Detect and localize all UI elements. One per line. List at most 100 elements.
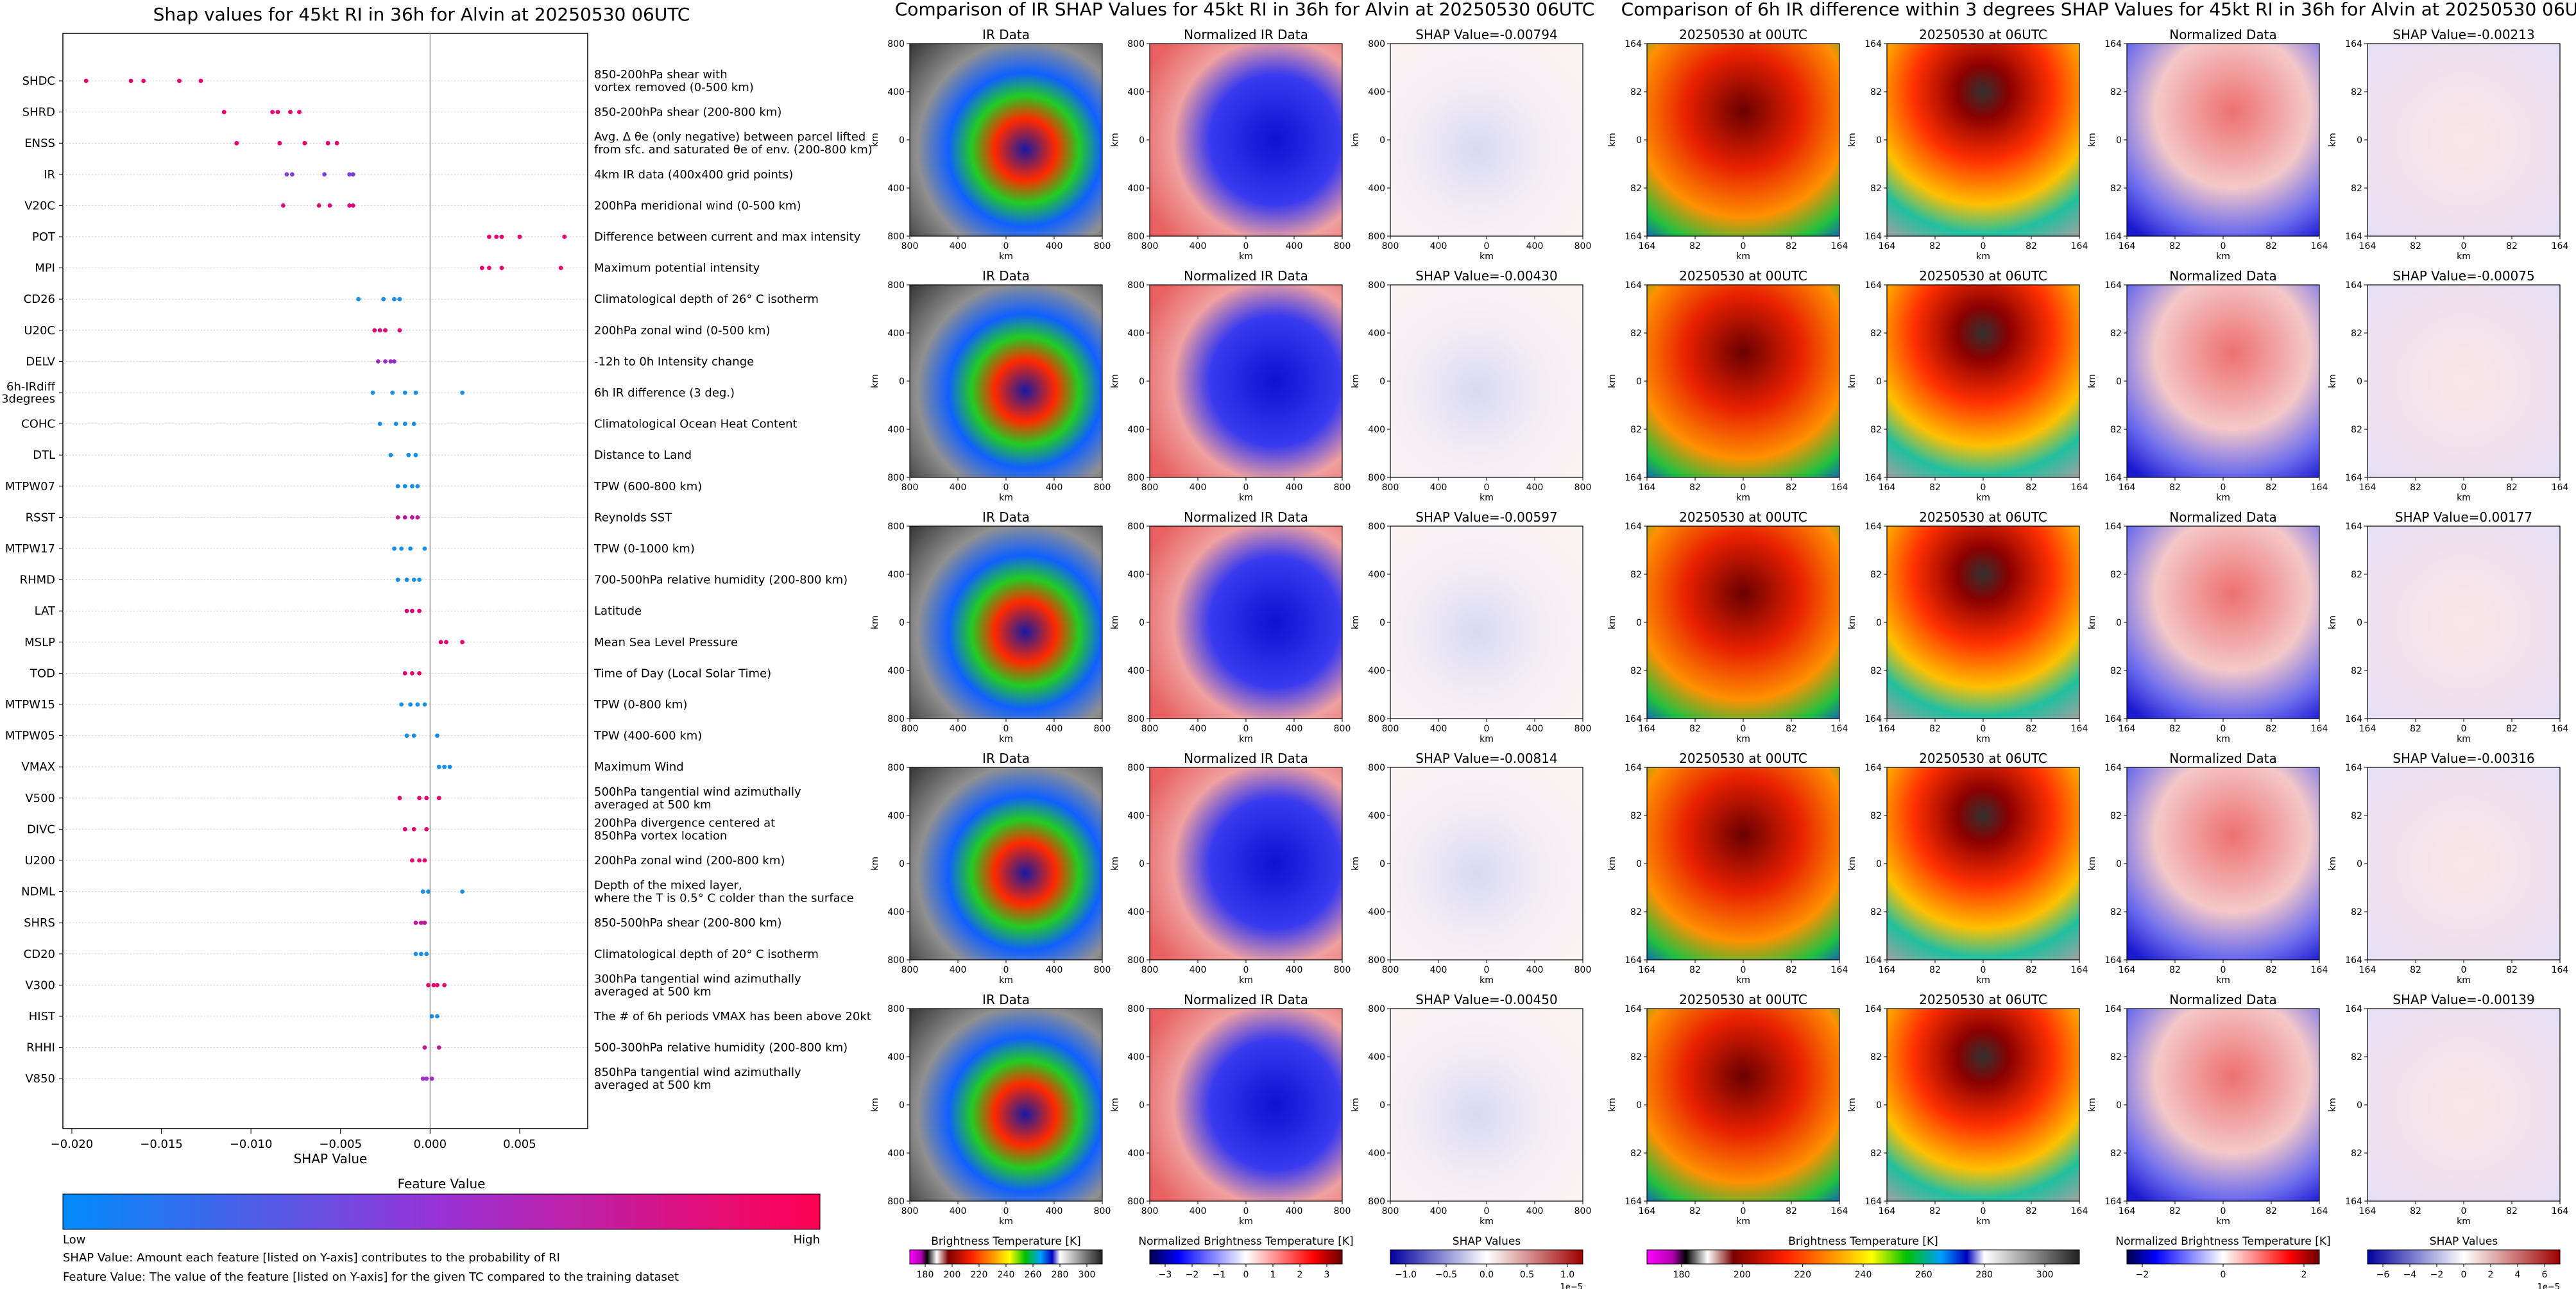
diff-bt-colorbar: [1646, 1249, 2080, 1265]
y-tick-label: 400: [1368, 87, 1385, 98]
y-axis-unit: km: [870, 374, 880, 388]
y-tick-label: 800: [887, 522, 905, 532]
shap-point: [370, 390, 375, 395]
x-tick-label: 82: [2506, 241, 2518, 252]
x-tick-label: 0: [1981, 241, 1986, 252]
cbar-tick-label: 260: [1025, 1270, 1042, 1280]
x-tick-label: 400: [1526, 965, 1544, 975]
shap-point: [316, 203, 321, 208]
x-tick-label: 82: [2410, 724, 2421, 734]
shap-point: [442, 983, 447, 987]
y-tick-label: 400: [1127, 329, 1145, 339]
shap-point: [177, 78, 182, 83]
y-tick-label: 0: [2116, 1100, 2122, 1111]
y-tick-label: 0: [899, 1100, 905, 1111]
x-tick-label: 800: [1141, 482, 1159, 493]
y-tick-label: 164: [2345, 763, 2362, 773]
shap-point: [404, 733, 409, 738]
x-tick-label: 164: [1639, 241, 1656, 252]
x-tick-label: 800: [901, 1206, 919, 1216]
x-axis-unit: km: [1736, 493, 1750, 503]
feature-label: HIST: [29, 1010, 56, 1023]
cbar-tick-label: −0.5: [1435, 1270, 1457, 1280]
shap-point: [431, 983, 436, 987]
shap-point: [418, 952, 423, 957]
shap-point: [234, 141, 239, 146]
y-tick-label: 164: [1625, 1004, 1642, 1014]
shap-point: [487, 234, 491, 239]
ir-data-panel-title: IR Data: [982, 27, 1030, 42]
x-tick-label: 164: [2311, 1206, 2328, 1216]
x-tick-label: 400: [1430, 482, 1447, 493]
y-tick-label: 82: [2110, 907, 2122, 918]
shap-point: [383, 328, 388, 333]
shap-point: [417, 577, 422, 582]
y-tick-label: 164: [2345, 714, 2362, 724]
ir-bt-colorbar: [909, 1249, 1103, 1265]
y-tick-label: 82: [1870, 425, 1882, 435]
y-tick-label: 82: [2351, 1052, 2362, 1063]
feature-description: 500-300hPa relative humidity (200-800 km…: [594, 1041, 848, 1055]
feature-label: CD26: [24, 293, 55, 306]
y-tick-label: 164: [1864, 1197, 1882, 1207]
x-axis-unit: km: [1736, 734, 1750, 744]
shap-point: [392, 359, 397, 364]
shap-summary-title: Shap values for 45kt RI in 36h for Alvin…: [153, 4, 690, 25]
x-tick-label: 164: [1831, 724, 1848, 734]
y-tick-label: 164: [2104, 280, 2122, 291]
cbar-tick-label: 0: [2221, 1270, 2226, 1280]
shap-point: [402, 390, 407, 395]
shap-point: [460, 390, 465, 395]
y-axis-unit: km: [1110, 1098, 1120, 1112]
x-tick-label: 400: [1430, 1206, 1447, 1216]
y-tick-label: 82: [1870, 1148, 1882, 1159]
y-tick-label: 0: [1876, 377, 1882, 387]
x-axis-unit: km: [1976, 493, 1990, 503]
feature-label: 6h-IRdiff 3degrees: [1, 380, 56, 406]
y-tick-label: 0: [2116, 377, 2122, 387]
x-tick-label: 0.005: [503, 1138, 536, 1151]
ir-shap-panel: [1390, 525, 1583, 719]
y-tick-label: 0: [1876, 859, 1882, 869]
y-tick-label: 0: [1876, 618, 1882, 628]
y-tick-label: 164: [2104, 39, 2122, 49]
x-axis-unit: km: [1976, 1216, 1990, 1227]
x-tick-label: 0: [2221, 241, 2226, 252]
x-tick-label: 0: [1741, 482, 1746, 493]
y-tick-label: 82: [2351, 184, 2362, 194]
shap-point: [347, 203, 352, 208]
y-tick-label: 82: [2351, 907, 2362, 918]
diff-00utc-panel-title: 20250530 at 00UTC: [1679, 268, 1807, 284]
x-axis-unit: km: [2216, 975, 2230, 986]
shap-point: [429, 1014, 434, 1019]
diff-06utc-panel: [1886, 43, 2080, 237]
shap-point: [372, 328, 377, 333]
cbar-tick-label: 220: [1794, 1270, 1811, 1280]
y-tick-label: 164: [2104, 763, 2122, 773]
y-axis-unit: km: [870, 1098, 880, 1112]
cbar-tick-label: −2: [2430, 1270, 2444, 1280]
feature-description: 850-500hPa shear (200-800 km): [594, 916, 781, 930]
x-tick-label: 164: [2311, 241, 2328, 252]
y-tick-label: 400: [887, 570, 905, 580]
shap-point: [438, 640, 443, 645]
y-tick-label: 800: [887, 714, 905, 724]
x-tick-label: 800: [1334, 724, 1351, 734]
x-tick-label: 400: [950, 482, 967, 493]
cbar-tick-label: 1.0: [1560, 1270, 1574, 1280]
feature-label: COHC: [21, 418, 55, 431]
y-tick-label: 400: [887, 1052, 905, 1063]
x-tick-label: 800: [1094, 965, 1111, 975]
shap-point: [395, 577, 400, 582]
y-tick-label: 400: [1368, 1148, 1385, 1159]
x-axis-unit: km: [1239, 493, 1253, 503]
diff-shap-panel: [2367, 525, 2561, 719]
x-tick-label: 0: [1243, 241, 1249, 252]
cbar-exponent: 1e−5: [2538, 1283, 2560, 1289]
shap-point: [397, 796, 402, 801]
ir-shap-panel: [1390, 284, 1583, 478]
x-tick-label: 800: [1094, 1206, 1111, 1216]
y-tick-label: 0: [899, 859, 905, 869]
y-tick-label: 0: [1876, 1100, 1882, 1111]
y-tick-label: 0: [1379, 377, 1385, 387]
